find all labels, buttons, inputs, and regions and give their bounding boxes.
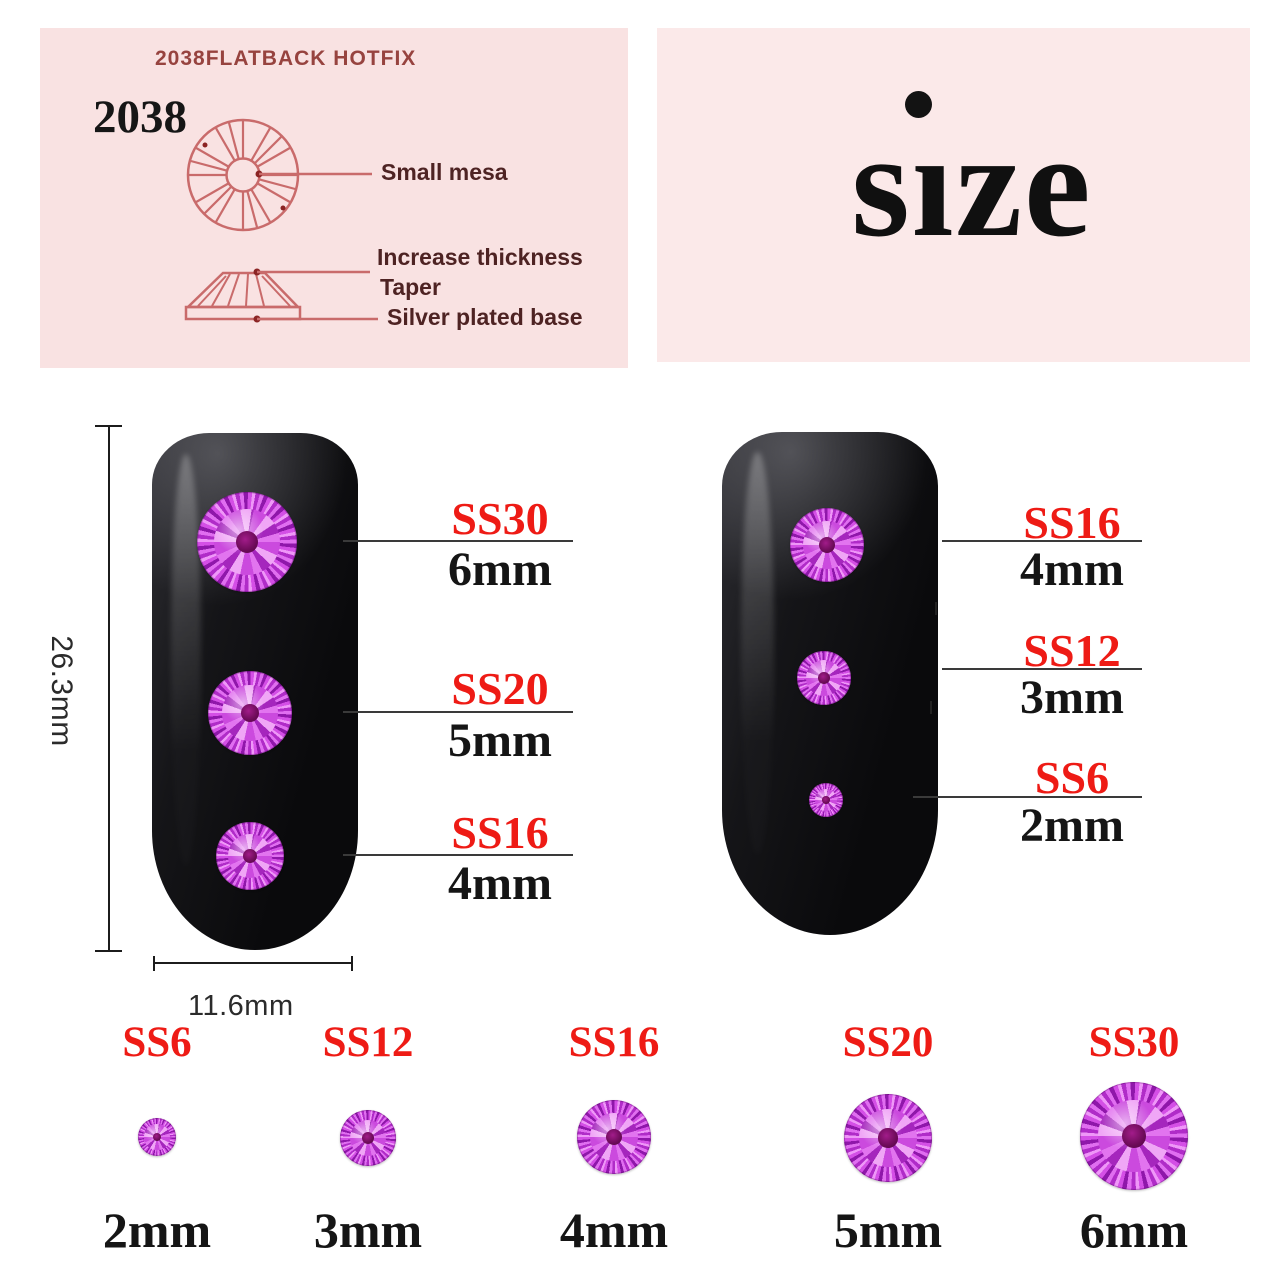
- chart-ss6-label: SS6: [122, 1019, 192, 1066]
- callout-ss16: SS16: [451, 807, 549, 858]
- callout-line-ss12-right: [942, 668, 1142, 670]
- increase-thickness-label: Increase thickness: [377, 244, 583, 270]
- width-measure-cap-left: [153, 956, 155, 971]
- callout-3mm-right: 3mm: [1020, 671, 1124, 724]
- callout-2mm-right: 2mm: [1020, 799, 1124, 852]
- gem-ss16-on-nail-2: [790, 508, 864, 582]
- nail-width-label: 11.6mm: [188, 990, 294, 1022]
- callout-ss6-right: SS6: [1034, 752, 1110, 803]
- chart-gem-ss12: [340, 1110, 396, 1166]
- chart-ss12-label: SS12: [322, 1019, 414, 1066]
- chart-3mm-label: 3mm: [313, 1202, 423, 1258]
- info-box: 2038FLATBACK HOTFIX 2038: [40, 28, 628, 368]
- i-dot: [905, 91, 932, 118]
- gem-ss16-on-nail: [216, 822, 284, 890]
- width-measure-cap-right: [351, 956, 353, 971]
- taper-label: Taper: [380, 274, 441, 300]
- callout-line-ss16-right: [942, 540, 1142, 542]
- callout-line-ss16: [343, 854, 573, 856]
- size-box: sıze: [657, 28, 1250, 362]
- callout-ss12-right: SS12: [1023, 625, 1121, 676]
- side-view-diagram: [184, 268, 378, 323]
- facet-spokes: [189, 121, 297, 229]
- chart-ss30-label: SS30: [1088, 1019, 1180, 1066]
- model-number: 2038: [93, 91, 187, 143]
- nail-edge-tick-2: [930, 701, 932, 714]
- chart-ss20-label: SS20: [842, 1019, 934, 1066]
- chart-6mm-label: 6mm: [1079, 1202, 1189, 1258]
- callout-ss30: SS30: [451, 493, 549, 544]
- callout-4mm-right: 4mm: [1020, 543, 1124, 596]
- gem-ss12-on-nail: [797, 651, 851, 705]
- callout-5mm: 5mm: [448, 714, 552, 767]
- silver-plated-base-label: Silver plated base: [387, 304, 583, 330]
- chart-gem-ss20: [844, 1094, 932, 1182]
- length-measure-cap-top: [95, 425, 122, 427]
- gem-ss20-on-nail: [208, 671, 292, 755]
- length-measure-cap-bottom: [95, 950, 122, 952]
- gem-ss6-on-nail: [809, 783, 843, 817]
- nail-length-label: 26.3mm: [45, 635, 78, 747]
- callout-line-ss30: [343, 540, 573, 542]
- info-box-title: 2038FLATBACK HOTFIX: [155, 47, 417, 70]
- rhinestone-diagram: [184, 118, 378, 323]
- callout-6mm: 6mm: [448, 543, 552, 596]
- callout-line-ss6-right: [913, 796, 1142, 798]
- width-measure-line: [154, 962, 353, 964]
- chart-5mm-label: 5mm: [833, 1202, 943, 1258]
- size-heading: sıze: [851, 102, 1093, 268]
- chart-2mm-label: 2mm: [102, 1202, 212, 1258]
- callout-ss16-right: SS16: [1023, 497, 1121, 548]
- length-measure-line: [108, 426, 110, 952]
- top-view-diagram: [186, 118, 372, 232]
- callout-line-ss20: [343, 711, 573, 713]
- chart-ss16-label: SS16: [568, 1019, 660, 1066]
- chart-4mm-label: 4mm: [559, 1202, 669, 1258]
- chart-gem-ss30: [1080, 1082, 1188, 1190]
- chart-gem-ss16: [577, 1100, 651, 1174]
- callout-ss20: SS20: [451, 663, 549, 714]
- callout-4mm: 4mm: [448, 857, 552, 910]
- chart-gem-ss6: [138, 1118, 176, 1156]
- small-mesa-label: Small mesa: [381, 159, 508, 185]
- nail-edge-tick-1: [935, 602, 937, 615]
- gem-ss30-on-nail: [197, 492, 297, 592]
